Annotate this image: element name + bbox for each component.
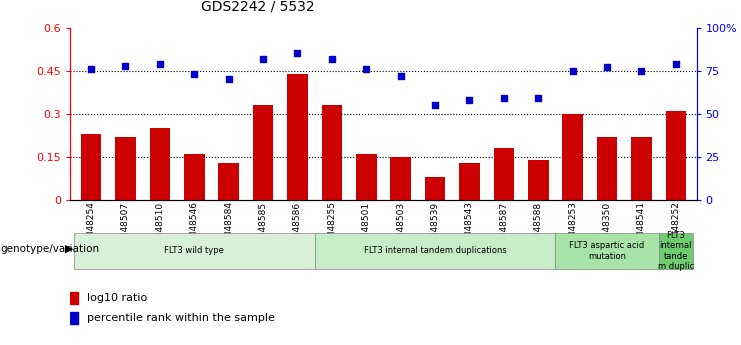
- Bar: [81, 134, 102, 200]
- Bar: [315, 233, 556, 269]
- Bar: [70, 312, 78, 324]
- Point: [464, 97, 476, 103]
- Bar: [597, 137, 617, 200]
- Text: percentile rank within the sample: percentile rank within the sample: [87, 313, 275, 323]
- Bar: [150, 128, 170, 200]
- Point: [188, 71, 200, 77]
- Point: [395, 73, 407, 79]
- Text: ▶: ▶: [65, 244, 73, 254]
- Text: GDS2242 / 5532: GDS2242 / 5532: [202, 0, 315, 14]
- Point: [326, 56, 338, 61]
- Bar: [322, 105, 342, 200]
- Bar: [494, 148, 514, 200]
- Bar: [665, 111, 686, 200]
- Point: [498, 96, 510, 101]
- Point: [257, 56, 269, 61]
- Point: [85, 66, 97, 72]
- Point: [291, 51, 303, 56]
- Bar: [253, 105, 273, 200]
- Bar: [391, 157, 411, 200]
- Bar: [287, 73, 308, 200]
- Point: [601, 65, 613, 70]
- Text: genotype/variation: genotype/variation: [1, 244, 100, 254]
- Bar: [70, 292, 78, 304]
- Bar: [74, 233, 315, 269]
- Text: FLT3 wild type: FLT3 wild type: [165, 246, 225, 256]
- Bar: [659, 233, 693, 269]
- Text: FLT3
internal
tande
m duplic: FLT3 internal tande m duplic: [658, 231, 694, 271]
- Point: [119, 63, 131, 68]
- Point: [670, 61, 682, 67]
- Bar: [459, 163, 479, 200]
- Point: [223, 77, 235, 82]
- Bar: [562, 114, 583, 200]
- Point: [154, 61, 166, 67]
- Point: [532, 96, 544, 101]
- Bar: [425, 177, 445, 200]
- Point: [567, 68, 579, 73]
- Bar: [528, 160, 548, 200]
- Point: [360, 66, 372, 72]
- Point: [429, 102, 441, 108]
- Text: FLT3 internal tandem duplications: FLT3 internal tandem duplications: [364, 246, 506, 256]
- Bar: [556, 233, 659, 269]
- Bar: [631, 137, 652, 200]
- Text: FLT3 aspartic acid
mutation: FLT3 aspartic acid mutation: [570, 241, 645, 261]
- Point: [636, 68, 648, 73]
- Text: log10 ratio: log10 ratio: [87, 293, 147, 303]
- Bar: [184, 154, 205, 200]
- Bar: [219, 163, 239, 200]
- Bar: [356, 154, 376, 200]
- Bar: [115, 137, 136, 200]
